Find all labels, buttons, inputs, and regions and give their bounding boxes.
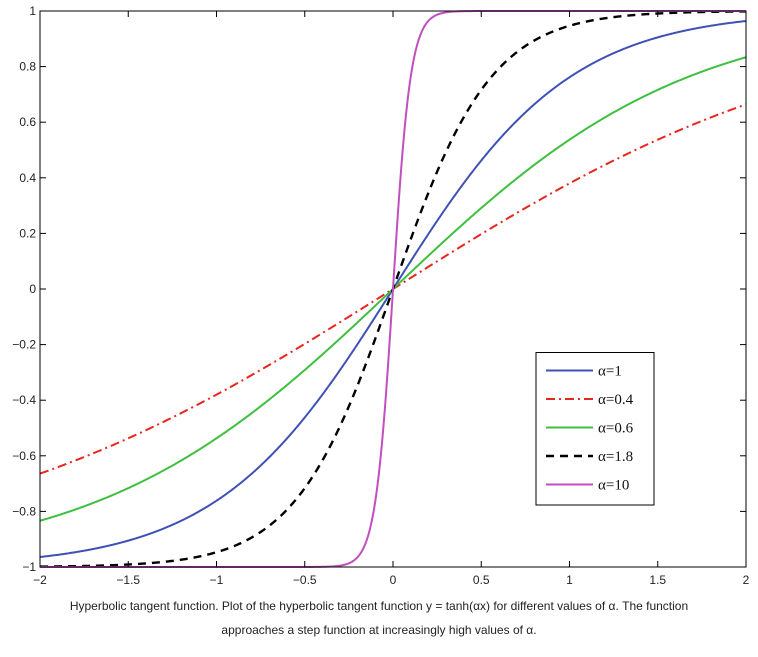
legend-label-4: α=10	[598, 478, 629, 494]
x-tick-label: 0.5	[473, 573, 490, 587]
chart: −2 −1.5 −1 −0.5 0 0.5 1 1.5 2 1 0.8 0.6 0.4 0.2 0 −0.2…	[12, 4, 750, 587]
y-tick-label: 0	[29, 282, 36, 296]
legend: α=1 α=0.4 α=0.6 α=1.8 α=10	[535, 352, 655, 506]
legend-label-3: α=1.8	[598, 449, 633, 465]
legend-label-0: α=1	[598, 364, 622, 380]
y-tick-label: −0.8	[12, 504, 36, 518]
y-tick-labels: 1 0.8 0.6 0.4 0.2 0 −0.2 −0.4 −0.6 −0.8 −1	[12, 4, 36, 574]
y-tick-label: −0.4	[12, 393, 36, 407]
legend-label-2: α=0.6	[598, 421, 634, 437]
y-tick-label: 0.2	[19, 226, 36, 240]
y-tick-label: −1	[22, 560, 36, 574]
x-tick-label: 1	[566, 573, 573, 587]
x-tick-label: −0.5	[293, 573, 317, 587]
x-tick-label: 1.5	[649, 573, 666, 587]
chart-svg: −2 −1.5 −1 −0.5 0 0.5 1 1.5 2 1 0.8 0.6 0.4 0.2 0 −0.2…	[12, 4, 750, 587]
x-tick-label: 2	[743, 573, 750, 587]
figure-caption: Hyperbolic tangent function. Plot of the…	[0, 594, 758, 642]
x-tick-label: −2	[33, 573, 47, 587]
legend-label-1: α=0.4	[598, 392, 634, 408]
x-tick-label: −1	[210, 573, 224, 587]
axis-ticks	[39, 10, 747, 568]
x-tick-labels: −2 −1.5 −1 −0.5 0 0.5 1 1.5 2	[33, 573, 750, 587]
caption-line-2: approaches a step function at increasing…	[221, 623, 537, 637]
y-tick-label: −0.2	[12, 338, 36, 352]
y-tick-label: −0.6	[12, 449, 36, 463]
x-tick-label: −1.5	[116, 573, 140, 587]
x-tick-label: 0	[390, 573, 397, 587]
caption-line-1: Hyperbolic tangent function. Plot of the…	[69, 599, 689, 613]
y-tick-label: 0.8	[19, 60, 36, 74]
legend-box	[535, 352, 655, 506]
y-tick-label: 0.4	[19, 171, 36, 185]
y-tick-label: 1	[29, 4, 36, 18]
y-tick-label: 0.6	[19, 115, 36, 129]
